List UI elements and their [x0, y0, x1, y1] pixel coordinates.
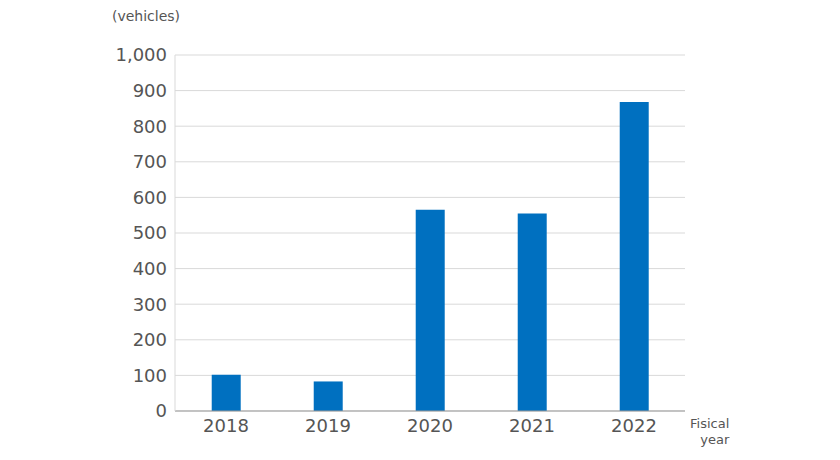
svg-text:900: 900: [133, 80, 167, 101]
svg-text:2022: 2022: [611, 415, 657, 436]
svg-text:2018: 2018: [203, 415, 249, 436]
svg-text:100: 100: [133, 365, 167, 386]
html-text:(vehicles): (vehicles): [112, 8, 181, 24]
svg-text:0: 0: [156, 400, 167, 421]
html-text:Fisical: Fisical: [690, 416, 730, 431]
svg-text:2019: 2019: [305, 415, 351, 436]
svg-text:700: 700: [133, 151, 167, 172]
svg-text:600: 600: [133, 187, 167, 208]
svg-text:300: 300: [133, 294, 167, 315]
html-text:year: year: [700, 432, 730, 447]
svg-text:2020: 2020: [407, 415, 453, 436]
svg-text:1,000: 1,000: [115, 44, 167, 65]
svg-text:400: 400: [133, 258, 167, 279]
svg-text:800: 800: [133, 116, 167, 137]
svg-text:500: 500: [133, 222, 167, 243]
svg-text:2021: 2021: [509, 415, 555, 436]
svg-text:200: 200: [133, 329, 167, 350]
